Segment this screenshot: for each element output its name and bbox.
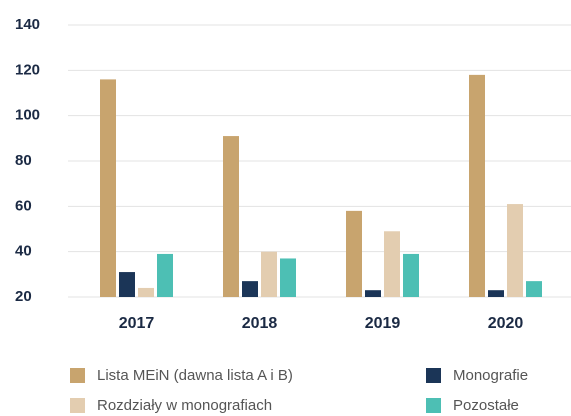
y-tick-label: 80 (15, 152, 32, 169)
x-tick-label: 2020 (488, 315, 524, 332)
legend-swatch (426, 398, 441, 413)
bar (100, 79, 116, 298)
bar (157, 253, 173, 297)
bar (138, 287, 154, 297)
bar (507, 204, 523, 297)
y-tick-label: 20 (15, 288, 32, 305)
bar (526, 281, 542, 297)
bar (280, 258, 296, 297)
y-tick-label: 60 (15, 197, 32, 214)
x-tick-label: 2018 (242, 315, 278, 332)
y-tick-label: 100 (15, 107, 40, 124)
legend-label: Rozdziały w monografiach (97, 397, 272, 414)
x-tick-label: 2017 (119, 315, 155, 332)
bar (384, 231, 400, 297)
x-tick-label: 2019 (365, 315, 401, 332)
bar (346, 210, 362, 297)
y-tick-label: 40 (15, 243, 32, 260)
legend-label: Lista MEiN (dawna lista A i B) (97, 367, 293, 384)
bar (403, 253, 419, 297)
legend-swatch (70, 368, 85, 383)
bar (261, 251, 277, 297)
legend-label: Monografie (453, 367, 528, 384)
legend-label: Pozostałe (453, 397, 519, 414)
legend-swatch (70, 398, 85, 413)
bar (242, 281, 258, 297)
legend-swatch (426, 368, 441, 383)
y-tick-label: 120 (15, 61, 40, 78)
bar (365, 290, 381, 297)
bar (488, 290, 504, 297)
bar (223, 136, 239, 297)
bar (119, 272, 135, 297)
y-tick-label: 140 (15, 16, 40, 33)
bar (469, 74, 485, 297)
